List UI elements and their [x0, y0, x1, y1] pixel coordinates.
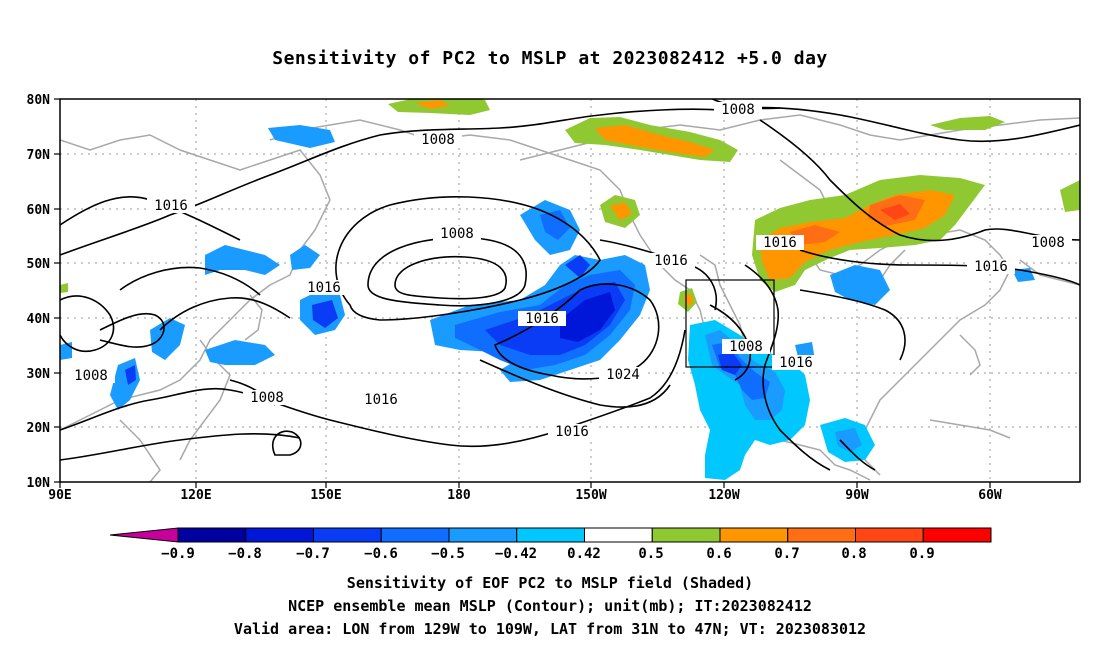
lon-label: 150W [575, 488, 606, 503]
axis-ticks [54, 98, 991, 488]
contour-label: 1016 [364, 392, 398, 408]
longitude-labels: 90E 120E 150E 180 150W 120W 90W 60W [48, 488, 1002, 503]
lat-label: 70N [27, 148, 51, 163]
contour-label: 1008 [729, 339, 763, 355]
contour-label: 1008 [250, 390, 284, 406]
colorbar-underflow-triangle [109, 527, 179, 543]
contour-label: 1016 [555, 424, 589, 440]
lon-label: 150E [310, 488, 341, 503]
colorbar-tick-label: 0.42 [567, 546, 601, 562]
lon-label: 90E [48, 488, 71, 503]
colorbar-tick-label: −0.42 [495, 546, 537, 562]
latitude-labels: 80N 70N 60N 50N 40N 30N 20N 10N [27, 93, 51, 491]
colorbar-segment [313, 527, 382, 543]
colorbar-segment [380, 527, 450, 543]
footer-contour-info: NCEP ensemble mean MSLP (Contour); unit(… [288, 597, 812, 615]
contour-label: 1008 [440, 226, 474, 242]
footer-valid-area: Valid area: LON from 129W to 109W, LAT f… [233, 620, 867, 638]
contour-label: 1016 [779, 355, 813, 371]
colorbar-segments [177, 527, 992, 543]
colorbar-tick-label: 0.6 [706, 546, 731, 562]
colorbar-segment [855, 527, 924, 543]
lat-label: 80N [27, 93, 51, 108]
contour-label: 1016 [974, 259, 1008, 275]
colorbar-tick-label: −0.5 [431, 546, 465, 562]
lon-label: 120W [708, 488, 739, 503]
contour-label: 1008 [421, 132, 455, 148]
colorbar-segment [787, 527, 856, 543]
colorbar-segment [448, 527, 518, 543]
footer-description: Sensitivity of EOF PC2 to MSLP field (Sh… [346, 574, 754, 592]
contour-labels-extra: 1008 [1024, 235, 1072, 251]
lat-label: 50N [27, 257, 51, 272]
lat-label: 20N [27, 421, 51, 436]
colorbar-segment [245, 527, 314, 543]
contour-label: 1016 [307, 280, 341, 296]
colorbar-segment [719, 527, 789, 543]
lon-label: 90W [845, 488, 869, 503]
lat-label: 60N [27, 203, 51, 218]
colorbar-tick-label: 0.8 [841, 546, 866, 562]
colorbar-tick-label: 0.7 [774, 546, 799, 562]
contour-label: 1016 [763, 235, 797, 251]
lon-label: 180 [447, 488, 471, 503]
colorbar-tick-label: 0.9 [909, 546, 934, 562]
colorbar-tick-label: −0.8 [228, 546, 262, 562]
colorbar-segment [584, 527, 653, 543]
contour-label: 1008 [721, 102, 755, 118]
colorbar-segment [651, 527, 721, 543]
positive-sensitivity-shading [60, 99, 1080, 312]
contour-labels: 1008 1008 1016 1008 1016 1016 1016 1024 … [67, 102, 1015, 440]
colorbar-segment [516, 527, 585, 543]
colorbar-tick-label: −0.9 [161, 546, 195, 562]
contour-label: 1016 [654, 253, 688, 269]
colorbar-tick-label: −0.6 [364, 546, 398, 562]
lon-label: 60W [978, 488, 1002, 503]
contour-label: 1016 [525, 311, 559, 327]
contour-label: 1016 [154, 198, 188, 214]
lat-label: 30N [27, 367, 51, 382]
colorbar: −0.9 −0.8 −0.7 −0.6 −0.5 −0.42 0.42 0.5 … [109, 527, 992, 562]
colorbar-tick-labels: −0.9 −0.8 −0.7 −0.6 −0.5 −0.42 0.42 0.5 … [161, 546, 935, 562]
map-border [59, 98, 1081, 483]
lon-label: 120E [180, 488, 211, 503]
lat-label: 40N [27, 312, 51, 327]
contour-label: 1008 [1031, 235, 1065, 251]
colorbar-segment [177, 527, 247, 543]
colorbar-tick-label: −0.7 [296, 546, 330, 562]
valid-area-box [685, 279, 775, 368]
colorbar-segment [922, 527, 992, 543]
contour-label: 1008 [74, 368, 108, 384]
contour-label: 1024 [606, 367, 640, 383]
lat-label: 10N [27, 476, 51, 491]
colorbar-tick-label: 0.5 [638, 546, 663, 562]
chart-title: Sensitivity of PC2 to MSLP at 2023082412… [272, 48, 828, 69]
